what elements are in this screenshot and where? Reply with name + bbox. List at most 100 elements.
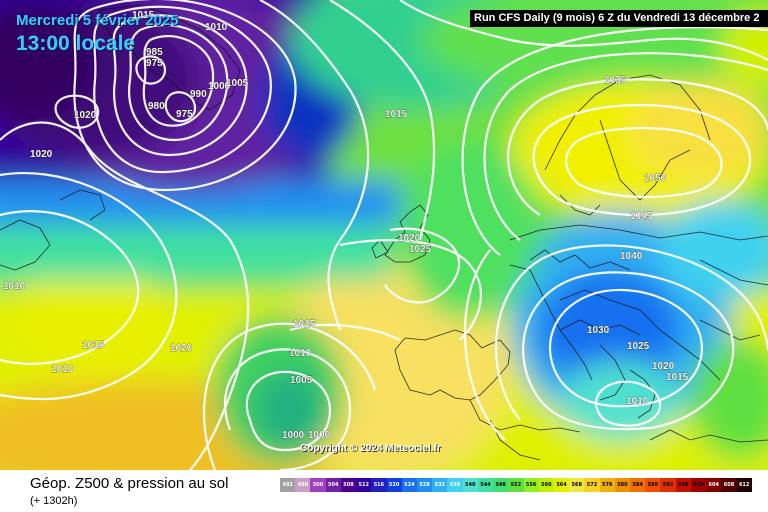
forecast-time: 13:00 locale <box>16 32 136 55</box>
scale-value-label: 512 <box>358 482 369 488</box>
isobar-label: 1015 <box>293 319 316 330</box>
scale-value-label: 520 <box>388 482 400 488</box>
scale-swatch <box>690 478 707 492</box>
isobar-label: 1040 <box>620 251 643 262</box>
copyright-notice: Copyright © 2024 Meteociel.fr <box>300 443 441 454</box>
isobar-label: 975 <box>146 58 163 69</box>
scale-value-label: 496 <box>297 482 309 488</box>
scale-value-label: 596 <box>678 482 689 488</box>
scale-value-label: 492 <box>282 482 293 488</box>
isobar-label: 1020 <box>652 361 675 372</box>
scale-value-label: 572 <box>586 482 598 488</box>
isobar-label: 985 <box>146 47 163 58</box>
scale-value-label: 580 <box>617 482 628 488</box>
isobar-label: 1010 <box>3 281 26 292</box>
isobar-label: 1020 <box>30 149 53 160</box>
isobar-label: 1000 <box>282 430 305 441</box>
scale-swatch <box>340 478 357 492</box>
isobar-label: 1015 <box>132 10 155 21</box>
scale-value-label: 608 <box>723 482 735 488</box>
isobar-label: 975 <box>176 109 193 120</box>
scale-swatch <box>645 478 661 492</box>
isobar-label: 1015 <box>666 372 689 383</box>
isobar-label: 1045 <box>630 211 653 222</box>
isobar-label: 1010 <box>205 22 228 33</box>
scale-value-label: 584 <box>632 482 643 488</box>
scale-swatch <box>736 478 752 492</box>
isobar-label: 1025 <box>627 341 650 352</box>
scale-swatch <box>493 478 509 492</box>
geopotential-map: 1015 1010 985 975 1020 1020 990 1000 100… <box>0 0 768 470</box>
scale-value-label: 524 <box>404 482 415 488</box>
scale-value-label: 532 <box>434 482 446 488</box>
isobar-label: 1005 <box>290 375 313 386</box>
scale-swatch <box>508 478 524 492</box>
scale-value-label: 604 <box>708 482 719 488</box>
isobar-label: 1035 <box>604 75 627 86</box>
scale-value-label: 536 <box>449 482 461 488</box>
scale-swatch <box>280 478 296 492</box>
scale-value-label: 612 <box>738 482 750 488</box>
isobar-label: 1010 <box>289 348 312 359</box>
isobar-label: 1005 <box>226 78 249 89</box>
isobar-label: 1025 <box>409 244 432 255</box>
scale-swatch <box>386 478 402 492</box>
scale-swatch <box>538 478 554 492</box>
scale-swatch <box>569 478 585 492</box>
scale-value-label: 528 <box>419 482 430 488</box>
scale-swatch <box>584 478 600 492</box>
scale-value-label: 600 <box>693 482 704 488</box>
isobar-labels: 1015 1010 985 975 1020 1020 990 1000 100… <box>3 10 689 442</box>
run-info-banner: Run CFS Daily (9 mois) 6 Z du Vendredi 1… <box>470 10 768 27</box>
scale-value-label: 592 <box>662 482 674 488</box>
scale-swatch <box>675 478 691 492</box>
scale-swatch <box>325 478 341 492</box>
isobar-label: 1020 <box>74 110 97 121</box>
scale-value-label: 552 <box>510 482 522 488</box>
scale-swatch <box>356 478 372 492</box>
isobar-label: 1010 <box>51 364 74 375</box>
isobar-label: 1015 <box>385 109 408 120</box>
scale-value-label: 548 <box>495 482 506 488</box>
isobar-label: 1030 <box>587 325 610 336</box>
scale-swatch <box>477 478 494 492</box>
scale-value-label: 540 <box>465 482 476 488</box>
scale-swatch <box>432 478 448 492</box>
scale-value-label: 564 <box>556 482 567 488</box>
forecast-date: Mercredi 5 février 2025 <box>16 12 179 29</box>
scale-value-label: 500 <box>312 482 324 488</box>
legend-subtitle: (+ 1302h) <box>30 495 78 507</box>
scale-swatch <box>371 478 387 492</box>
scale-swatch <box>401 478 417 492</box>
scale-value-label: 556 <box>525 482 537 488</box>
scale-value-label: 560 <box>541 482 552 488</box>
scale-swatch <box>310 478 326 492</box>
scale-swatch <box>295 478 311 492</box>
scale-swatch <box>447 478 463 492</box>
scale-swatch <box>614 478 631 492</box>
isobar-label: 1020 <box>170 343 193 354</box>
isobar-label: 1020 <box>398 233 421 244</box>
isobar-label: 990 <box>190 89 207 100</box>
scale-swatch <box>599 478 615 492</box>
legend-footer: Géop. Z500 & pression au sol (+ 1302h) 4… <box>0 470 768 512</box>
color-scale-labels: 492 496 500 504 508 512 516 520 524 528 532 536 540 5… <box>280 478 752 492</box>
isobar-label: 1000 <box>308 430 331 441</box>
scale-value-label: 544 <box>480 482 491 488</box>
scale-value-label: 568 <box>571 482 582 488</box>
scale-value-label: 588 <box>647 482 659 488</box>
isobar-label: 1000 <box>208 81 231 92</box>
legend-title: Géop. Z500 & pression au sol <box>30 475 229 492</box>
scale-swatch <box>462 478 478 492</box>
land-outlines <box>0 4 768 461</box>
scale-swatch <box>553 478 570 492</box>
scale-swatch <box>660 478 676 492</box>
scale-value-label: 508 <box>343 482 354 488</box>
scale-value-label: 504 <box>328 482 339 488</box>
color-scale-bar <box>280 478 752 492</box>
scale-value-label: 576 <box>601 482 613 488</box>
scale-swatch <box>721 478 737 492</box>
isobar-label: 1050 <box>644 173 667 184</box>
scale-swatch <box>523 478 539 492</box>
